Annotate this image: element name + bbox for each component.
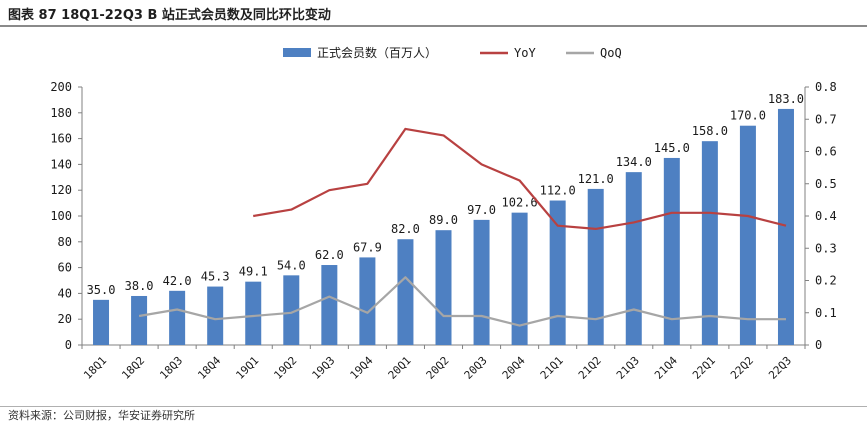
- bar-data-label: 67.9: [353, 240, 382, 254]
- y-left-tick-label: 60: [58, 261, 72, 275]
- bar: [625, 172, 642, 345]
- page-title: 图表 87 18Q1-22Q3 B 站正式会员数及同比环比变动: [8, 8, 331, 23]
- x-tick-label: 22Q1: [690, 354, 718, 382]
- bar-data-label: 35.0: [87, 283, 116, 297]
- bar-data-label: 97.0: [467, 203, 496, 217]
- y-left-tick-label: 80: [58, 235, 72, 249]
- bar: [473, 219, 490, 345]
- legend-label-bar: 正式会员数（百万人）: [317, 45, 437, 60]
- bar: [207, 286, 224, 345]
- bar: [587, 188, 604, 345]
- bar-data-label: 158.0: [692, 124, 728, 138]
- y-left-tick-label: 40: [58, 286, 72, 300]
- x-tick-label: 22Q3: [766, 354, 794, 382]
- bar-data-label: 49.1: [239, 265, 268, 279]
- y-left-tick-label: 0: [65, 338, 72, 352]
- y-left-tick-label: 120: [50, 183, 72, 197]
- y-right-tick-label: 0.6: [815, 145, 837, 159]
- y-right-tick-label: 0.3: [815, 241, 837, 255]
- bar: [131, 295, 148, 345]
- y-right-tick-label: 0.1: [815, 306, 837, 320]
- x-tick-label: 20Q1: [386, 354, 414, 382]
- bar: [511, 212, 528, 345]
- bar-data-label: 145.0: [654, 141, 690, 155]
- x-tick-label: 21Q2: [576, 354, 604, 382]
- x-tick-label: 19Q4: [348, 354, 376, 382]
- y-left-tick-label: 140: [50, 157, 72, 171]
- x-tick-label: 18Q2: [119, 354, 147, 382]
- y-left-tick-label: 200: [50, 80, 72, 94]
- bar: [283, 275, 300, 345]
- combo-chart: 0 20 40 60 80 100 120 140 160 180 200 0 0.1 0.2 0.3 0.4…: [50, 45, 837, 382]
- x-tick-label: 18Q4: [195, 354, 223, 382]
- bar-data-label: 134.0: [616, 155, 652, 169]
- bar-data-label: 45.3: [201, 270, 230, 284]
- legend-label-yoy: YoY: [514, 46, 536, 60]
- bar: [549, 200, 566, 345]
- x-tick-label: 20Q4: [500, 354, 528, 382]
- bar-data-label: 62.0: [315, 248, 344, 262]
- y-right-tick-label: 0.4: [815, 209, 837, 223]
- bar: [359, 257, 376, 345]
- y-right-tick-label: 0.5: [815, 177, 837, 191]
- bar-data-label: 183.0: [768, 92, 804, 106]
- bottom-divider: [0, 406, 867, 407]
- bar-data-label: 121.0: [578, 172, 614, 186]
- x-tick-label: 21Q4: [652, 354, 680, 382]
- x-tick-label: 21Q1: [538, 354, 566, 382]
- y-left-tick-label: 160: [50, 132, 72, 146]
- bar: [169, 290, 186, 345]
- bar-data-label: 89.0: [429, 213, 458, 227]
- bar-data-label: 42.0: [163, 274, 192, 288]
- source-note: 资料来源：公司财报，华安证券研究所: [8, 409, 195, 422]
- x-tick-label: 21Q3: [614, 354, 642, 382]
- x-tick-label: 19Q1: [233, 354, 261, 382]
- y-right-tick-label: 0.2: [815, 274, 837, 288]
- x-tick-label: 18Q1: [81, 354, 109, 382]
- y-right-tick-label: 0.8: [815, 80, 837, 94]
- bar: [701, 141, 718, 345]
- x-tick-label: 19Q3: [310, 354, 338, 382]
- bar-data-label: 112.0: [540, 184, 576, 198]
- y-left-tick-label: 180: [50, 106, 72, 120]
- bar: [739, 125, 756, 345]
- yoy-line: [253, 127, 787, 230]
- bar-data-label: 54.0: [277, 258, 306, 272]
- x-tick-label: 19Q2: [271, 354, 299, 382]
- qoq-line: [138, 276, 786, 327]
- y-right-tick-label: 0: [815, 338, 822, 352]
- legend-swatch-bar: [283, 48, 311, 57]
- x-tick-label: 22Q2: [728, 354, 756, 382]
- x-tick-label: 18Q3: [157, 354, 185, 382]
- title-divider: [0, 25, 867, 27]
- bar: [397, 239, 414, 345]
- bar: [435, 230, 452, 345]
- bar-data-label: 102.6: [502, 196, 538, 210]
- bar: [777, 108, 794, 346]
- bar: [93, 299, 110, 345]
- x-tick-label: 20Q3: [462, 354, 490, 382]
- y-right-tick-label: 0.7: [815, 112, 837, 126]
- y-left-tick-label: 20: [58, 312, 72, 326]
- bar-data-label: 82.0: [391, 222, 420, 236]
- bar-data-label: 38.0: [125, 279, 154, 293]
- legend-label-qoq: QoQ: [600, 46, 622, 60]
- x-tick-label: 20Q2: [424, 354, 452, 382]
- y-left-tick-label: 100: [50, 209, 72, 223]
- bar: [663, 157, 680, 345]
- bar: [321, 265, 338, 345]
- bar-data-label: 170.0: [730, 109, 766, 123]
- bar: [245, 281, 262, 345]
